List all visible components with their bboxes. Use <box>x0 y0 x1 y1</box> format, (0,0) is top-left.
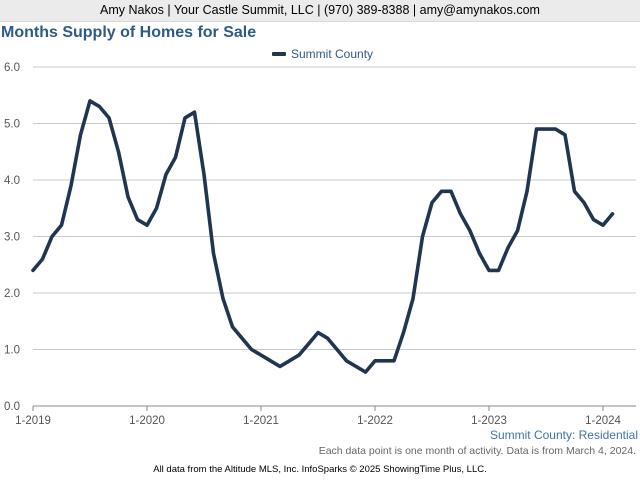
x-tick-label: 1-2023 <box>471 415 507 427</box>
y-tick-label: 4.0 <box>4 175 20 187</box>
axes: 0.0 1.0 2.0 3.0 4.0 5.0 6.0 1-2019 1-2020 1-2021 1… <box>4 62 636 427</box>
contact-header: Amy Nakos | Your Castle Summit, LLC | (9… <box>0 0 640 22</box>
x-tick-label: 1-2021 <box>243 415 279 427</box>
x-tick-label: 1-2019 <box>15 415 51 427</box>
x-tick-label: 1-2022 <box>357 415 393 427</box>
data-note: Each data point is one month of activity… <box>318 445 636 457</box>
region-label: Summit County: Residential <box>489 428 638 442</box>
x-tick-label: 1-2024 <box>585 415 621 427</box>
source-footer: All data from the Altitude MLS, Inc. Inf… <box>153 464 487 475</box>
y-tick-label: 2.0 <box>4 288 20 300</box>
series-layer <box>31 99 615 374</box>
y-tick-label: 0.0 <box>4 401 20 413</box>
chart-legend: Summit County <box>272 46 373 62</box>
y-tick-label: 6.0 <box>4 62 20 74</box>
chart-title: Months Supply of Homes for Sale <box>1 24 257 41</box>
legend-swatch <box>272 52 286 56</box>
gridlines <box>33 66 636 350</box>
y-tick-label: 1.0 <box>4 345 20 357</box>
series-line-summit-county <box>31 99 615 374</box>
x-tick-label: 1-2020 <box>129 415 165 427</box>
legend-label: Summit County <box>291 47 374 61</box>
y-tick-label: 5.0 <box>4 119 20 131</box>
y-tick-label: 3.0 <box>4 232 20 244</box>
